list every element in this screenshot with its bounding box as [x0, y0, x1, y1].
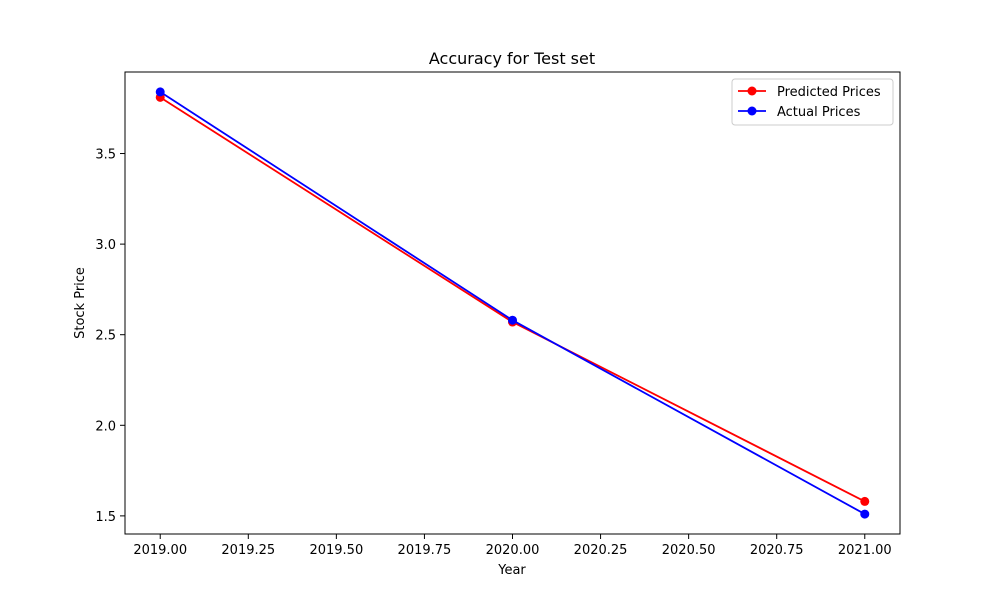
x-tick-label: 2020.25: [574, 543, 628, 558]
data-point-actual-prices: [860, 509, 870, 519]
series-line-actual-prices: [159, 91, 866, 515]
plot-frame: [124, 71, 901, 535]
data-point-actual-prices: [508, 315, 517, 325]
x-tick-label: 2019.50: [309, 543, 363, 558]
legend-label-actual-prices: Actual Prices: [777, 105, 861, 120]
y-tick-label: 3.0: [95, 238, 116, 253]
y-tick-label: 2.0: [95, 419, 116, 434]
legend-label-predicted-prices: Predicted Prices: [777, 85, 881, 100]
x-tick-label: 2019.00: [133, 543, 187, 558]
x-tick-label: 2020.50: [662, 543, 716, 558]
y-tick-label: 2.5: [95, 329, 116, 344]
y-axis-label: Stock Price: [73, 267, 88, 339]
x-tick-label: 2019.25: [221, 543, 275, 558]
y-tick-label: 1.5: [95, 510, 116, 525]
y-tick-label: 3.5: [95, 148, 116, 163]
x-tick-label: 2020.00: [486, 543, 540, 558]
data-point-predicted-prices: [860, 496, 870, 506]
chart-title: Accuracy for Test set: [429, 49, 595, 68]
legend-marker-actual-prices: [747, 106, 757, 116]
axis-ticks: 2019.00 2019.25 2019.50 2019.75 2020.00 2020.…: [95, 148, 891, 558]
legend: Predicted Prices Actual Prices: [731, 78, 894, 126]
data-point-actual-prices: [155, 87, 165, 97]
x-tick-label: 2020.75: [750, 543, 804, 558]
plot-series: [155, 87, 870, 519]
legend-box: [731, 78, 894, 126]
x-tick-label: 2021.00: [838, 543, 892, 558]
x-axis-label: Year: [497, 563, 526, 578]
legend-marker-predicted-prices: [747, 86, 757, 96]
series-line-predicted-prices: [159, 96, 866, 503]
x-tick-label: 2019.75: [398, 543, 452, 558]
